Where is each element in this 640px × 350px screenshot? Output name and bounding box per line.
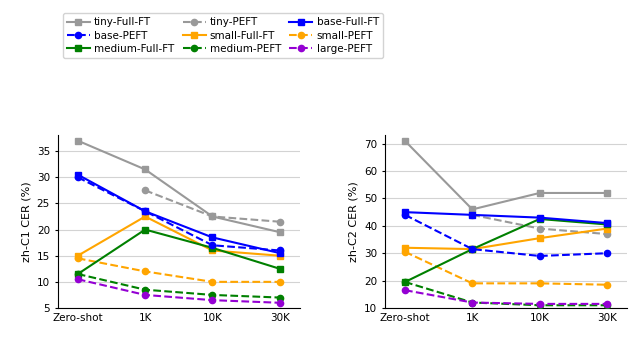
- Y-axis label: zh-C2 CER (%): zh-C2 CER (%): [349, 181, 358, 262]
- Y-axis label: zh-C1 CER (%): zh-C1 CER (%): [21, 181, 31, 262]
- Legend: tiny-Full-FT, base-PEFT, medium-Full-FT, tiny-PEFT, small-Full-FT, medium-PEFT, : tiny-Full-FT, base-PEFT, medium-Full-FT,…: [63, 13, 383, 58]
